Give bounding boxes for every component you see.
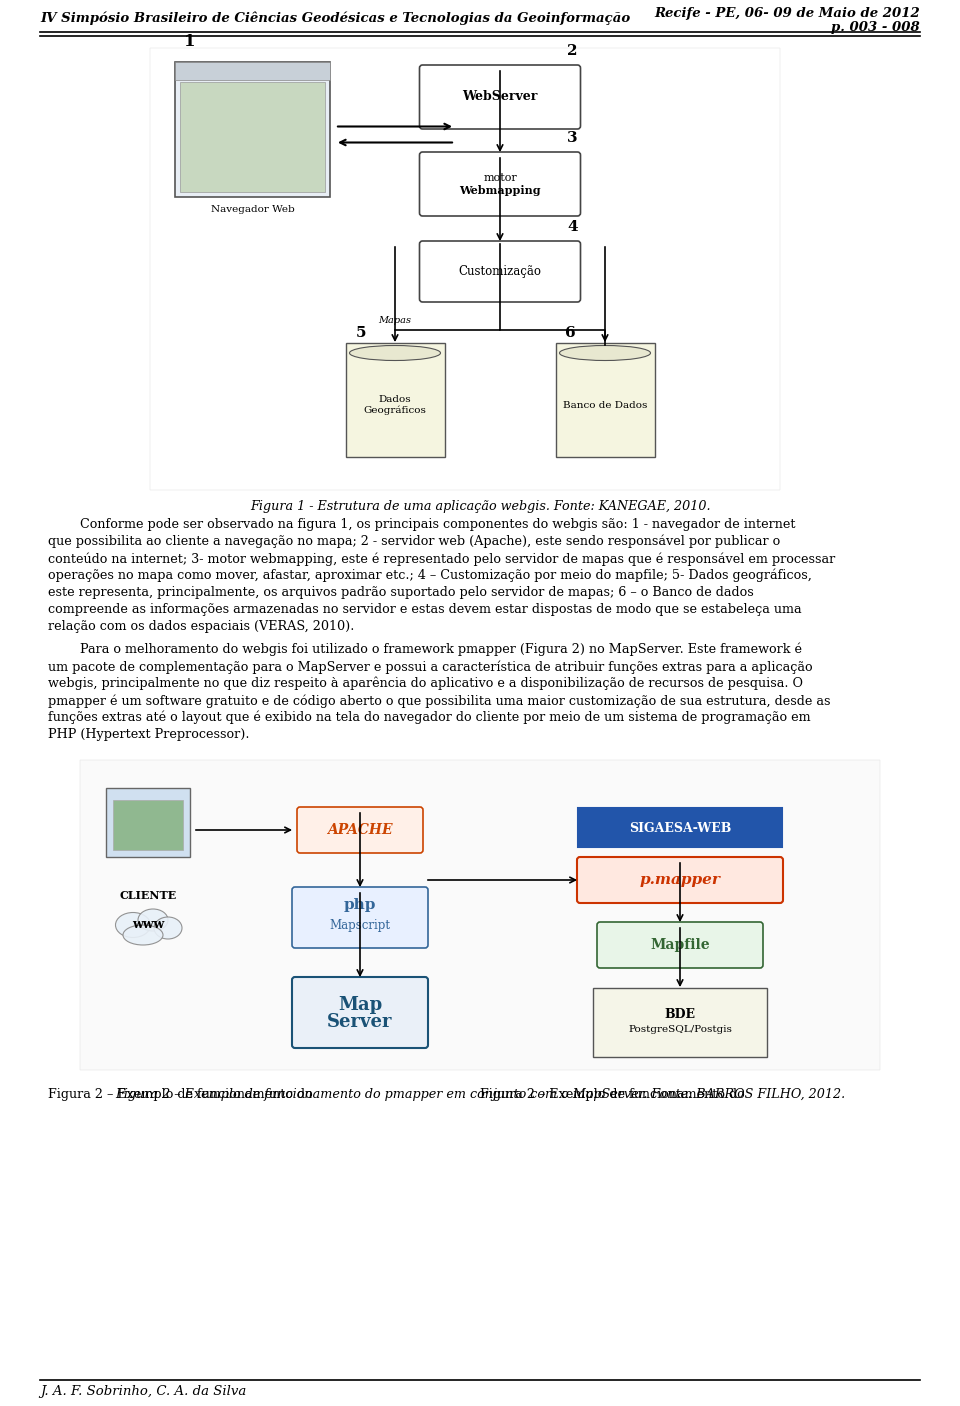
Text: BDE: BDE	[664, 1008, 695, 1022]
Text: webgis, principalmente no que diz respeito à aparência do aplicativo e a disponi: webgis, principalmente no que diz respei…	[48, 678, 803, 690]
FancyBboxPatch shape	[292, 977, 428, 1047]
Text: www: www	[132, 918, 164, 932]
Text: que possibilita ao cliente a navegação no mapa; 2 - servidor web (Apache), este : que possibilita ao cliente a navegação n…	[48, 536, 780, 548]
FancyBboxPatch shape	[593, 988, 767, 1057]
Text: Para o melhoramento do webgis foi utilizado o framework pmapper (Figura 2) no Ma: Para o melhoramento do webgis foi utiliz…	[48, 643, 802, 657]
FancyBboxPatch shape	[175, 62, 330, 80]
Text: operações no mapa como mover, afastar, aproximar etc.; 4 – Customização por meio: operações no mapa como mover, afastar, a…	[48, 569, 812, 582]
Text: Figura 2 – Exemplo de funcionamento do: Figura 2 – Exemplo de funcionamento do	[48, 1088, 317, 1101]
Text: 4: 4	[567, 219, 578, 233]
FancyBboxPatch shape	[292, 887, 428, 948]
FancyBboxPatch shape	[420, 152, 581, 217]
Text: conteúdo na internet; 3- motor webmapping, este é representado pelo servidor de : conteúdo na internet; 3- motor webmappin…	[48, 553, 835, 565]
FancyBboxPatch shape	[150, 48, 780, 491]
Text: funções extras até o layout que é exibido na tela do navegador do cliente por me: funções extras até o layout que é exibid…	[48, 711, 810, 724]
Text: p.mapper: p.mapper	[639, 873, 720, 887]
Text: um pacote de complementação para o MapServer e possui a característica de atribu: um pacote de complementação para o MapSe…	[48, 659, 812, 673]
FancyBboxPatch shape	[180, 82, 325, 193]
Text: Figura 2 – Exemplo de funcionamento do: Figura 2 – Exemplo de funcionamento do	[480, 1088, 749, 1101]
Text: 5: 5	[355, 326, 366, 340]
Text: SIGAESA-WEB: SIGAESA-WEB	[629, 821, 732, 835]
Text: Server: Server	[327, 1012, 393, 1031]
FancyBboxPatch shape	[80, 761, 880, 1070]
Text: PHP (Hypertext Preprocessor).: PHP (Hypertext Preprocessor).	[48, 728, 250, 741]
FancyBboxPatch shape	[420, 240, 581, 302]
Text: motor: motor	[483, 173, 516, 183]
FancyBboxPatch shape	[420, 65, 581, 129]
Text: Recife - PE, 06- 09 de Maio de 2012: Recife - PE, 06- 09 de Maio de 2012	[655, 7, 920, 21]
Text: p. 003 - 008: p. 003 - 008	[831, 21, 920, 34]
FancyBboxPatch shape	[113, 800, 183, 851]
Text: Navegador Web: Navegador Web	[210, 205, 295, 214]
Text: Mapas: Mapas	[378, 316, 412, 325]
Text: relação com os dados espaciais (VERAS, 2010).: relação com os dados espaciais (VERAS, 2…	[48, 620, 354, 633]
Text: PostgreSQL/Postgis: PostgreSQL/Postgis	[628, 1025, 732, 1035]
Ellipse shape	[138, 910, 168, 931]
FancyBboxPatch shape	[175, 62, 330, 197]
Text: Mapscript: Mapscript	[329, 918, 391, 932]
Text: Mapfile: Mapfile	[650, 938, 709, 952]
Ellipse shape	[560, 346, 651, 360]
FancyBboxPatch shape	[597, 922, 763, 967]
Ellipse shape	[115, 912, 151, 938]
Text: Customização: Customização	[459, 264, 541, 278]
FancyBboxPatch shape	[577, 858, 783, 903]
Text: APACHE: APACHE	[327, 823, 393, 837]
Text: WebServer: WebServer	[463, 90, 538, 104]
Text: Figura 1 - Estrutura de uma aplicação webgis. Fonte: KANEGAE, 2010.: Figura 1 - Estrutura de uma aplicação we…	[250, 501, 710, 513]
Text: Figura 2 – Exemplo de funcionamento do pmapper em conjunto com o MapServer. Font: Figura 2 – Exemplo de funcionamento do p…	[115, 1088, 845, 1101]
Text: pmapper é um software gratuito e de código aberto o que possibilita uma maior cu: pmapper é um software gratuito e de códi…	[48, 695, 830, 707]
Ellipse shape	[349, 346, 441, 360]
Text: Map: Map	[338, 995, 382, 1014]
Text: 1: 1	[184, 32, 196, 51]
Text: este representa, principalmente, os arquivos padrão suportado pelo servidor de m: este representa, principalmente, os arqu…	[48, 586, 754, 599]
Ellipse shape	[154, 917, 182, 939]
FancyBboxPatch shape	[556, 343, 655, 457]
Text: 3: 3	[567, 131, 578, 145]
Text: J. A. F. Sobrinho, C. A. da Silva: J. A. F. Sobrinho, C. A. da Silva	[40, 1385, 247, 1399]
Text: Dados
Geográficos: Dados Geográficos	[364, 395, 426, 415]
Text: CLIENTE: CLIENTE	[119, 890, 177, 901]
Text: 6: 6	[565, 326, 576, 340]
Text: Conforme pode ser observado na figura 1, os principais componentes do webgis são: Conforme pode ser observado na figura 1,…	[48, 517, 796, 531]
Text: Webmapping: Webmapping	[459, 184, 540, 195]
Text: Banco de Dados: Banco de Dados	[563, 401, 647, 409]
Text: compreende as informações armazenadas no servidor e estas devem estar dispostas : compreende as informações armazenadas no…	[48, 603, 802, 616]
FancyBboxPatch shape	[346, 343, 444, 457]
FancyBboxPatch shape	[297, 807, 423, 853]
FancyBboxPatch shape	[106, 787, 190, 858]
FancyBboxPatch shape	[578, 808, 782, 846]
Text: 2: 2	[567, 44, 578, 58]
Text: php: php	[344, 898, 376, 912]
Ellipse shape	[123, 925, 163, 945]
Text: IV Simpósio Brasileiro de Ciências Geodésicas e Tecnologias da Geoinformação: IV Simpósio Brasileiro de Ciências Geodé…	[40, 11, 631, 25]
